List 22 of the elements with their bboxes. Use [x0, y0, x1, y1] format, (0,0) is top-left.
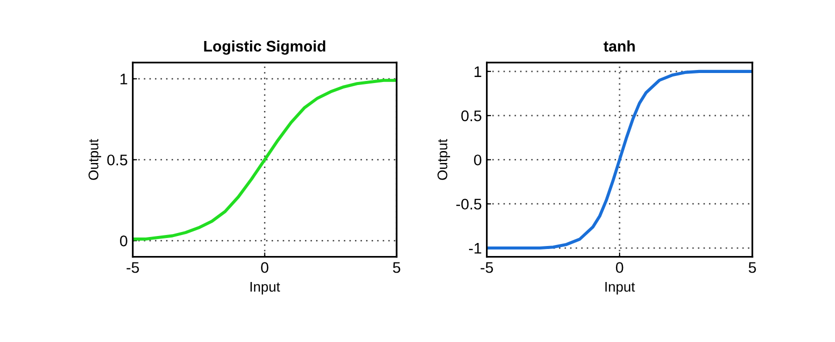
- line-series: [132, 78, 397, 241]
- y-tick-label: -1: [469, 243, 482, 254]
- x-tick-label: -5: [480, 262, 493, 273]
- line-series: [486, 70, 752, 250]
- y-tick-label: 0.5: [461, 110, 482, 122]
- y-tick-label: -0.5: [456, 198, 482, 210]
- chart-title: Logistic Sigmoid: [204, 40, 326, 55]
- y-axis-title: Output: [437, 138, 450, 180]
- y-tick-label: 0: [474, 154, 482, 166]
- x-tick-label: 0: [616, 262, 624, 273]
- y-tick-label: 1: [474, 66, 482, 77]
- y-tick-label: 1: [120, 74, 128, 84]
- y-tick-label: 0.5: [107, 154, 128, 166]
- x-axis-title: Input: [605, 282, 635, 294]
- x-tick-label: -5: [126, 262, 139, 273]
- x-axis-title: Input: [250, 282, 280, 294]
- chart-title: tanh: [604, 40, 635, 52]
- x-tick-label: 0: [261, 262, 268, 273]
- x-tick-label: 5: [392, 262, 400, 273]
- x-tick-label: 5: [748, 262, 756, 273]
- y-axis-title: Output: [88, 138, 102, 180]
- y-tick-label: 0: [120, 236, 128, 246]
